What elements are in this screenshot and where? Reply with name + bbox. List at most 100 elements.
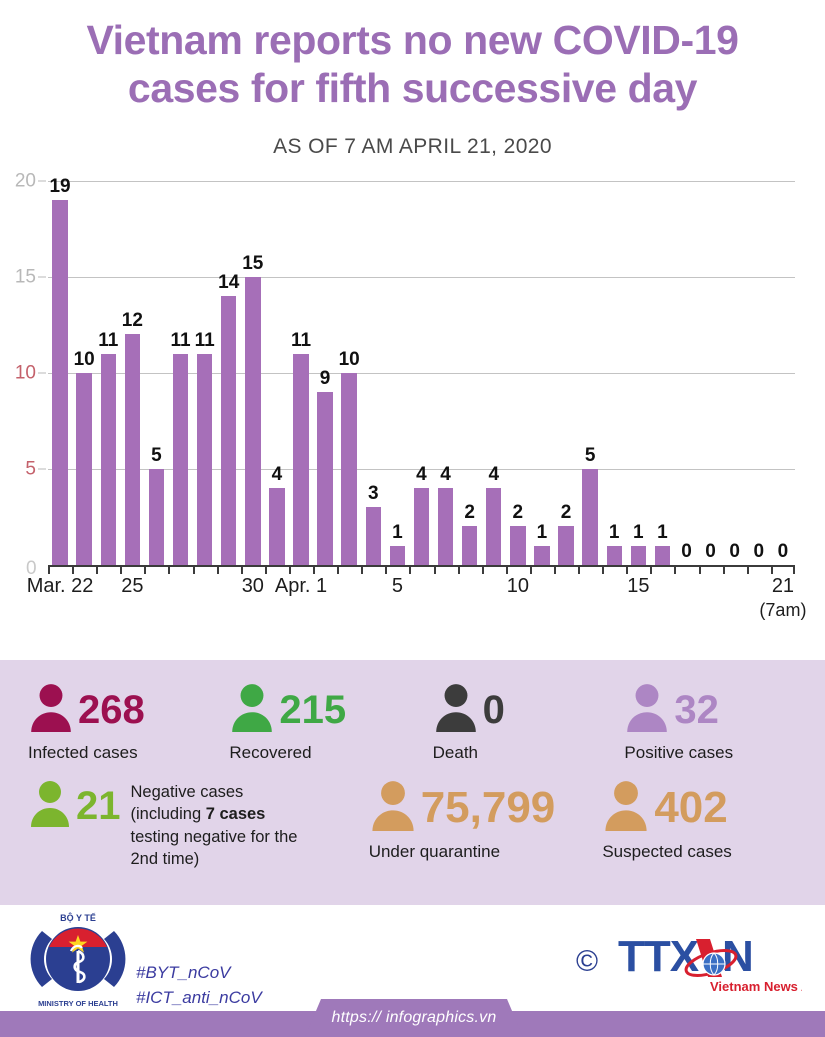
- copyright-icon: ©: [576, 945, 599, 978]
- bar-slot: 14: [217, 181, 241, 565]
- stat-under-quarantine: 75,799 Under quarantine: [369, 779, 603, 870]
- stat-caption: Under quarantine: [368, 842, 501, 861]
- bar: [269, 487, 285, 565]
- stat-value: 32: [674, 687, 719, 732]
- bar-value-label: 3: [367, 483, 379, 505]
- stat-positive-cases: 32 Positive cases: [624, 682, 797, 763]
- bar-slot: 0: [771, 181, 795, 565]
- y-axis-tick-5: 5: [25, 459, 46, 478]
- bar-slot: 11: [193, 181, 217, 565]
- x-axis-tick: [240, 564, 265, 574]
- bar: [630, 545, 646, 565]
- bar-value-label: 0: [729, 540, 740, 562]
- hashtag-byt: #BYT_nCoV: [136, 963, 231, 982]
- bar: [461, 526, 478, 565]
- bar: [486, 487, 502, 565]
- stat-caption: Death: [432, 743, 479, 762]
- stat-negative-cases: 21 Negative cases (including 7 cases tes…: [28, 779, 369, 870]
- bar: [341, 372, 357, 565]
- x-axis-tick: [385, 564, 409, 574]
- bar: [654, 545, 671, 565]
- x-axis-tick: [698, 564, 723, 574]
- stat-value: 402: [654, 782, 728, 832]
- x-axis-tick: [264, 564, 289, 574]
- bar-slot: 0: [723, 181, 747, 565]
- x-axis-tick: [433, 564, 458, 574]
- bar-slot: 2: [554, 181, 578, 565]
- gridline-20: [48, 180, 795, 182]
- bar-series: 19 10 11 12 5 11 11 14 15 4 11 9 10 3 1 4 4 2 4 2 1 2 5 1 1 1 0 0 0 0…: [48, 176, 795, 565]
- bar-slot: 19: [48, 176, 72, 565]
- x-axis-tick: [48, 564, 72, 574]
- bar-slot: 11: [96, 181, 120, 565]
- x-axis-tick: [72, 564, 96, 574]
- bar-value-label: 4: [488, 463, 500, 485]
- x-axis-tick: [337, 564, 361, 574]
- person-icon: [229, 682, 275, 737]
- bar-value-label: 1: [392, 521, 403, 543]
- x-axis-tick: [216, 564, 241, 574]
- gridline-5: [48, 468, 795, 470]
- x-axis-label: 5: [391, 574, 403, 597]
- svg-text:N: N: [722, 933, 753, 981]
- x-axis-tick: [313, 564, 337, 574]
- x-axis-tick: [288, 564, 313, 574]
- x-axis-label: Apr. 1: [274, 574, 328, 597]
- bar-value-label: 5: [584, 444, 596, 466]
- x-axis-tick: [192, 564, 217, 574]
- x-axis-tick: [409, 564, 433, 574]
- header: Vietnam reports no new COVID-19 cases fo…: [0, 0, 825, 159]
- x-axis-tick: [481, 564, 506, 574]
- bar: [221, 295, 237, 565]
- bar-slot: 11: [168, 181, 192, 565]
- case-chart: 5 10 15 20 0 19 10 11 12 5 11 11 14 15 4 11 9 10 3 1 4 4 2 4 2…: [0, 171, 825, 621]
- bar: [76, 372, 92, 565]
- bar-value-label: 1: [657, 521, 668, 543]
- x-axis-tick: [361, 564, 385, 574]
- negative-cases-description: Negative cases (including 7 cases testin…: [131, 781, 301, 870]
- x-axis-tick: [457, 564, 482, 574]
- bar: [606, 545, 622, 565]
- x-axis-tick: [578, 564, 602, 574]
- bar-value-label: 19: [49, 175, 71, 197]
- person-icon: [28, 779, 72, 832]
- bar: [365, 507, 381, 565]
- footer: BỘ Y TẾ MINISTRY OF HEALTH #BYT_nCoV #IC…: [0, 905, 825, 1037]
- bar-slot: 5: [578, 181, 602, 565]
- bar-slot: 11: [289, 181, 313, 565]
- bar: [534, 545, 550, 565]
- bar: [293, 353, 309, 565]
- bar-value-label: 12: [121, 310, 143, 332]
- bar-slot: 0: [674, 181, 698, 565]
- bar-value-label: 1: [608, 521, 620, 543]
- bar-slot: 4: [434, 181, 458, 565]
- x-axis-labels: Mar. 22 25 30 Apr. 1 5 10 15 21 (7am): [27, 574, 807, 620]
- stat-value: 75,799: [420, 782, 556, 832]
- negative-text-bold: 7 cases: [205, 805, 266, 824]
- x-axis-tick: [529, 564, 554, 574]
- person-icon: [602, 779, 650, 836]
- bar: [389, 545, 406, 565]
- bar-value-label: 1: [536, 521, 548, 543]
- bar-value-label: 4: [440, 463, 451, 485]
- bar-slot: 5: [144, 181, 168, 565]
- statistics-row-primary: 268 Infected cases 215 Recovered 0 Death 32 Pos…: [0, 660, 825, 763]
- statistics-row-secondary: 21 Negative cases (including 7 cases tes…: [0, 763, 825, 870]
- negative-text-part2: testing negative for the 2nd time): [130, 827, 298, 868]
- x-axis-label: 30: [241, 574, 264, 597]
- bar-slot: 4: [409, 181, 433, 565]
- x-axis-label: 25: [121, 574, 144, 597]
- y-axis-tick-10: 10: [15, 363, 46, 382]
- gridline-10: [48, 372, 795, 374]
- x-axis-tick: [770, 564, 796, 574]
- statistics-panel: 268 Infected cases 215 Recovered 0 Death 32 Pos…: [0, 660, 825, 905]
- x-axis-tick: [505, 564, 530, 574]
- bar: [245, 276, 261, 565]
- x-axis-tick: [120, 564, 144, 574]
- bar-slot: 1: [530, 181, 554, 565]
- bar: [558, 526, 574, 565]
- bar-value-label: 0: [777, 540, 789, 562]
- stat-value: 268: [78, 687, 145, 732]
- x-axis-line: [48, 564, 795, 567]
- y-axis: 5 10 15 20: [0, 171, 46, 565]
